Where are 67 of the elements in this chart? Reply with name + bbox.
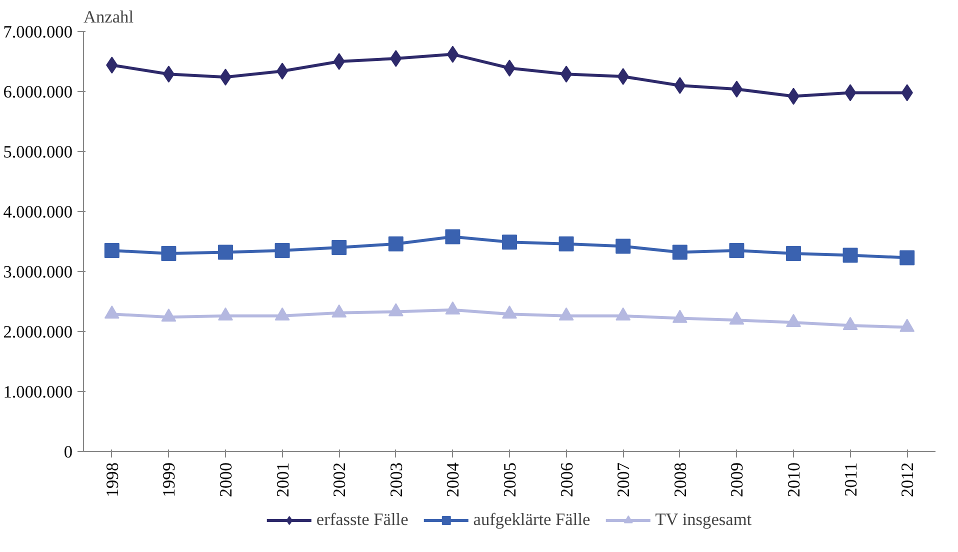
point <box>786 314 801 328</box>
point <box>672 244 688 260</box>
point <box>672 310 688 323</box>
point <box>786 246 801 261</box>
x-tick-label: 2004 <box>444 462 463 498</box>
point <box>332 240 347 255</box>
y-tick-label: 7.000.000 <box>3 22 72 42</box>
x-tick-label: 2000 <box>216 462 236 498</box>
point <box>900 318 915 332</box>
point <box>388 236 404 252</box>
y-tick-label: 0 <box>64 442 73 462</box>
y-tick-label: 4.000.000 <box>3 202 72 222</box>
point <box>333 53 345 70</box>
point <box>445 229 460 244</box>
point <box>274 243 290 258</box>
point <box>161 308 176 322</box>
x-tick-label: 2009 <box>728 462 747 498</box>
x-tick-label: 2012 <box>898 462 918 498</box>
point <box>560 66 572 83</box>
x-tick-label: 2002 <box>330 462 350 498</box>
x-tick-label: 2008 <box>670 462 690 498</box>
point <box>104 243 120 258</box>
point <box>730 80 743 98</box>
x-tick-label: 1998 <box>102 462 122 498</box>
point <box>162 66 175 83</box>
point <box>388 303 404 316</box>
point <box>446 46 459 63</box>
x-tick-label: 2005 <box>500 462 520 498</box>
point <box>161 246 176 261</box>
y-tick-label: 6.000.000 <box>3 82 72 102</box>
x-tick-label: 2007 <box>614 462 634 498</box>
x-tick-label: 2006 <box>557 462 576 498</box>
y-tick-label: 3.000.000 <box>3 262 72 282</box>
point <box>502 306 517 319</box>
point <box>502 234 517 250</box>
x-tick-label: 2011 <box>841 462 860 497</box>
point <box>276 62 288 80</box>
x-tick-label: 2003 <box>386 462 406 498</box>
point <box>729 312 744 325</box>
point <box>842 316 858 330</box>
point <box>616 238 631 254</box>
point <box>218 307 233 320</box>
point <box>274 307 290 320</box>
point <box>332 304 347 318</box>
point <box>900 250 915 266</box>
point <box>616 307 631 320</box>
x-tick-label: 1999 <box>160 462 179 498</box>
point <box>558 307 574 320</box>
legend-label: aufgeklärte Fälle <box>473 510 590 530</box>
point <box>558 236 574 252</box>
x-tick-label: 2001 <box>273 462 292 498</box>
point <box>674 77 686 94</box>
point <box>218 244 233 260</box>
y-tick-label: 1.000.000 <box>3 382 72 402</box>
point <box>445 301 460 314</box>
legend-label: erfasste Fälle <box>316 510 408 530</box>
y-axis-title: Anzahl <box>84 8 134 26</box>
point <box>390 50 402 67</box>
point <box>842 248 858 263</box>
point <box>844 84 856 102</box>
point <box>104 306 120 319</box>
point <box>729 243 744 258</box>
legend-label: TV insgesamt <box>655 510 752 530</box>
y-tick-label: 5.000.000 <box>3 142 72 162</box>
x-tick-label: 2010 <box>784 462 804 498</box>
point <box>617 68 629 85</box>
y-tick-label: 2.000.000 <box>3 322 72 342</box>
